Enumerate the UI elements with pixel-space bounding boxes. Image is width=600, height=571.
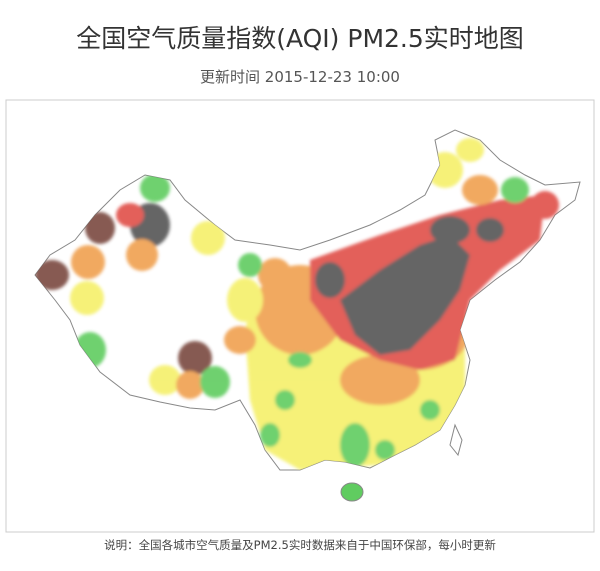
- map-title: 全国空气质量指数(AQI) PM2.5实时地图: [76, 24, 524, 53]
- taiwan: [449, 423, 463, 457]
- source-note: 说明：全国各城市空气质量及PM2.5实时数据来自于中国环保部，每小时更新: [104, 538, 496, 552]
- update-time: 更新时间 2015-12-23 10:00: [200, 68, 400, 86]
- hainan: [340, 482, 364, 502]
